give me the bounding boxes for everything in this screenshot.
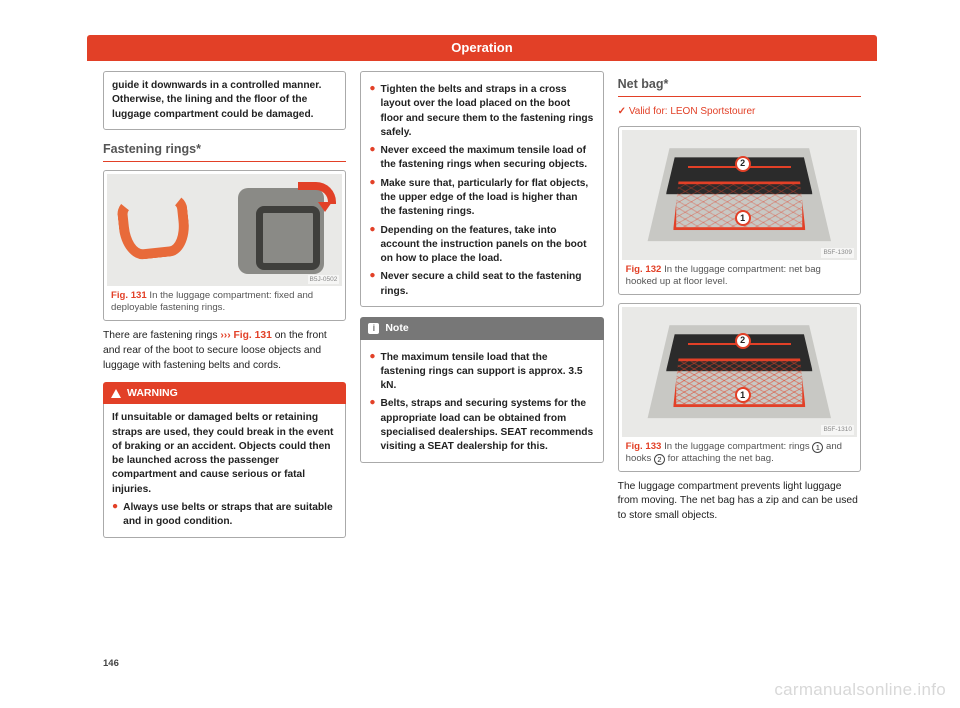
callout-2: 2 — [735, 333, 751, 349]
figure-132: 2 1 B5F-1309 Fig. 132 In the luggage com… — [618, 126, 861, 295]
bullet-text: Depending on the features, take into acc… — [380, 224, 594, 267]
figure-caption-text-post: for attaching the net bag. — [665, 453, 774, 464]
bullet-icon: ● — [369, 270, 375, 299]
bullet-icon: ● — [112, 501, 118, 530]
bullet-icon: ● — [369, 144, 375, 173]
note-bullet: ●Belts, straps and securing systems for … — [369, 397, 594, 454]
warning-intro: If unsuitable or damaged belts or retain… — [112, 411, 337, 497]
callout-2: 2 — [735, 156, 751, 172]
continuation-box: guide it downwards in a controlled manne… — [103, 71, 346, 130]
figure-131: B5J-0502 Fig. 131 In the luggage compart… — [103, 170, 346, 321]
figure-code: B5J-0502 — [308, 275, 340, 284]
section-title-net-bag: Net bag* — [618, 75, 861, 93]
figure-number: Fig. 131 — [111, 290, 147, 301]
warning-label: WARNING — [127, 386, 178, 401]
bullet-row: ●Make sure that, particularly for flat o… — [369, 177, 594, 220]
figure-code: B5F-1310 — [821, 425, 854, 434]
bullet-icon: ● — [369, 177, 375, 220]
note-box: i Note ●The maximum tensile load that th… — [360, 317, 603, 463]
bullet-text: Never exceed the maximum tensile load of… — [380, 144, 594, 173]
bullet-icon: ● — [369, 397, 375, 454]
bullet-row: ●Depending on the features, take into ac… — [369, 224, 594, 267]
bullet-text: The maximum tensile load that the fasten… — [380, 351, 594, 394]
valid-for: Valid for: LEON Sportstourer — [618, 105, 861, 120]
bullet-text: Never secure a child seat to the fasteni… — [380, 270, 594, 299]
body-text: There are fastening rings ››› Fig. 131 o… — [103, 329, 346, 374]
columns: guide it downwards in a controlled manne… — [87, 71, 877, 548]
warning-triangle-icon — [111, 389, 121, 398]
warning-header: WARNING — [103, 382, 346, 405]
callout-1: 1 — [735, 210, 751, 226]
note-label: Note — [385, 321, 408, 336]
column-1: guide it downwards in a controlled manne… — [103, 71, 346, 548]
bullet-icon: ● — [369, 351, 375, 394]
bullet-row: ●Tighten the belts and straps in a cross… — [369, 83, 594, 140]
figure-132-image: 2 1 B5F-1309 — [622, 130, 857, 260]
watermark: carmanualsonline.info — [774, 680, 946, 700]
warning-body: If unsuitable or damaged belts or retain… — [103, 404, 346, 537]
figure-131-image: B5J-0502 — [107, 174, 342, 286]
cross-ref: ››› Fig. 131 — [220, 330, 272, 341]
bullet-row: ●Never exceed the maximum tensile load o… — [369, 144, 594, 173]
section-rule — [618, 96, 861, 97]
warning-bullet: ● Always use belts or straps that are su… — [112, 501, 337, 530]
page-number: 146 — [103, 658, 119, 669]
note-bullet: ●The maximum tensile load that the faste… — [369, 351, 594, 394]
bullet-text: Tighten the belts and straps in a cross … — [380, 83, 594, 140]
figure-code: B5F-1309 — [821, 248, 854, 257]
figure-133-image: 2 1 B5F-1310 — [622, 307, 857, 437]
column-3: Net bag* Valid for: LEON Sportstourer 2 … — [618, 71, 861, 548]
bullet-text: Make sure that, particularly for flat ob… — [380, 177, 594, 220]
page-header: Operation — [87, 35, 877, 61]
warning-box: WARNING If unsuitable or damaged belts o… — [103, 382, 346, 538]
section-rule — [103, 161, 346, 162]
note-info-icon: i — [368, 323, 379, 334]
bullet-text: Belts, straps and securing systems for t… — [380, 397, 594, 454]
figure-number: Fig. 133 — [626, 441, 662, 452]
circled-2: 2 — [654, 454, 665, 465]
figure-133: 2 1 B5F-1310 Fig. 133 In the luggage com… — [618, 303, 861, 472]
manual-page: Operation guide it downwards in a contro… — [87, 35, 877, 675]
section-title-fastening-rings: Fastening rings* — [103, 140, 346, 158]
figure-133-caption: Fig. 133 In the luggage compartment: rin… — [622, 437, 857, 468]
figure-number: Fig. 132 — [626, 264, 662, 275]
column-2: ●Tighten the belts and straps in a cross… — [360, 71, 603, 548]
callout-1: 1 — [735, 387, 751, 403]
warning-continuation-box: ●Tighten the belts and straps in a cross… — [360, 71, 603, 307]
circled-1: 1 — [812, 442, 823, 453]
figure-caption-text-pre: In the luggage compartment: rings — [664, 441, 812, 452]
bullet-icon: ● — [369, 224, 375, 267]
figure-131-caption: Fig. 131 In the luggage compartment: fix… — [107, 286, 342, 317]
body-text: The luggage compartment prevents light l… — [618, 480, 861, 525]
figure-132-caption: Fig. 132 In the luggage compartment: net… — [622, 260, 857, 291]
fixed-ring-icon — [116, 192, 192, 261]
bullet-text: Always use belts or straps that are suit… — [123, 501, 337, 530]
bullet-row: ●Never secure a child seat to the fasten… — [369, 270, 594, 299]
note-body: ●The maximum tensile load that the faste… — [360, 340, 603, 463]
note-header: i Note — [360, 317, 603, 340]
arrow-icon — [298, 182, 336, 204]
bullet-icon: ● — [369, 83, 375, 140]
